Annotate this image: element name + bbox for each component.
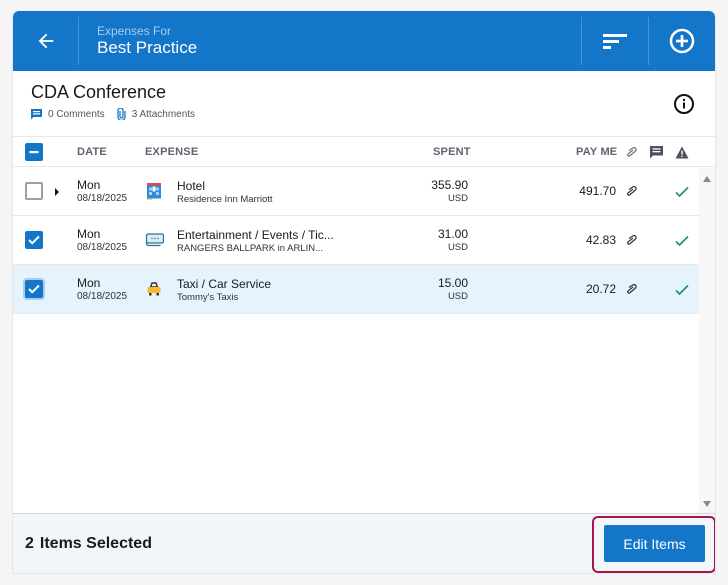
row-date: 08/18/2025 — [77, 291, 128, 302]
paperclip-icon — [627, 235, 637, 245]
select-all-checkbox-box[interactable] — [25, 143, 43, 161]
check-icon — [675, 186, 689, 198]
column-header-spent[interactable]: SPENT — [433, 146, 471, 158]
row-day: Mon — [77, 178, 101, 192]
table-header: DATE EXPENSE SPENT PAY ME — [13, 137, 715, 167]
paperclip-icon — [627, 284, 637, 294]
paperclip-icon — [117, 108, 126, 120]
row-spent-amount: 355.90 — [431, 178, 468, 192]
app-bar: Expenses For Best Practice — [13, 11, 715, 71]
scroll-up-arrow-icon[interactable] — [703, 176, 711, 182]
row-date: 08/18/2025 — [77, 193, 128, 204]
back-button[interactable] — [13, 17, 79, 65]
warning-icon — [675, 146, 689, 158]
arrow-left-icon — [38, 33, 53, 49]
row-status-check-icon — [675, 185, 689, 203]
row-attachment-icon[interactable] — [626, 184, 638, 203]
row-spent-currency: USD — [447, 291, 468, 302]
row-pay-me-amount: 20.72 — [585, 282, 616, 296]
column-header-attachments — [626, 137, 638, 167]
comment-icon — [31, 108, 42, 119]
row-checkbox[interactable] — [25, 280, 43, 298]
sort-icon — [603, 34, 627, 49]
row-status-check-icon — [675, 234, 689, 252]
row-day: Mon — [77, 276, 101, 290]
comment-icon — [650, 145, 663, 158]
sort-button[interactable] — [581, 17, 648, 65]
column-header-warnings — [675, 137, 689, 167]
comments-link[interactable]: 0 Comments — [31, 108, 105, 120]
selection-summary: 2 Items Selected — [25, 535, 152, 553]
row-day: Mon — [77, 227, 101, 241]
column-header-date[interactable]: DATE — [77, 146, 107, 158]
table-row[interactable]: Mon 08/18/2025 Taxi / Car Service Tommy'… — [13, 265, 701, 314]
edit-items-button[interactable]: Edit Items — [604, 525, 705, 562]
check-icon — [675, 284, 689, 296]
row-attachment-icon[interactable] — [626, 233, 638, 252]
edit-items-focus-ring — [592, 516, 715, 573]
row-vendor: Tommy's Taxis — [177, 292, 239, 303]
row-expense-type: Taxi / Car Service — [177, 277, 272, 291]
row-spent-amount: 15.00 — [437, 276, 468, 290]
row-expense-type: Entertainment / Events / Tic... — [177, 228, 334, 242]
row-spent-currency: USD — [447, 193, 468, 204]
column-header-expense[interactable]: EXPENSE — [145, 146, 199, 158]
table-row[interactable]: Mon 08/18/2025 Hotel Residence Inn Marri… — [13, 167, 701, 216]
comments-count: 0 Comments — [48, 108, 105, 120]
column-header-comments — [650, 137, 664, 167]
checkmark-icon — [28, 235, 40, 245]
row-checkbox[interactable] — [25, 231, 43, 249]
row-vendor: RANGERS BALLPARK in ARLIN... — [177, 243, 324, 254]
select-all-checkbox[interactable] — [25, 137, 43, 167]
row-vendor: Residence Inn Marriott — [177, 194, 273, 205]
ticket-icon — [145, 233, 165, 252]
plus-circle-icon — [669, 28, 695, 54]
info-icon — [674, 94, 694, 114]
row-pay-me-amount: 491.70 — [579, 184, 616, 198]
report-info-button[interactable] — [673, 93, 695, 115]
list-scrollbar[interactable] — [699, 168, 715, 513]
checkmark-icon — [28, 284, 40, 294]
row-pay-me-amount: 42.83 — [585, 233, 616, 247]
row-spent-amount: 31.00 — [437, 227, 468, 241]
expand-caret-icon[interactable] — [55, 188, 59, 196]
app-bar-title: Best Practice — [97, 37, 198, 57]
column-header-pay-me[interactable]: PAY ME — [576, 146, 618, 158]
row-status-check-icon — [675, 283, 689, 301]
expense-report-panel: Expenses For Best Practice CDA Conferenc… — [12, 11, 716, 574]
paperclip-icon — [627, 186, 637, 196]
report-header: CDA Conference 0 Comments 3 Attachments — [13, 71, 715, 137]
app-bar-subtitle: Expenses For — [97, 23, 172, 38]
report-title: CDA Conference — [31, 82, 167, 102]
app-bar-titles: Expenses For Best Practice — [79, 11, 581, 71]
add-expense-button[interactable] — [648, 17, 715, 65]
expense-list: Mon 08/18/2025 Hotel Residence Inn Marri… — [13, 167, 715, 513]
row-expense-type: Hotel — [177, 179, 206, 193]
report-meta: 0 Comments 3 Attachments — [31, 108, 207, 120]
row-checkbox[interactable] — [25, 182, 43, 200]
row-date: 08/18/2025 — [77, 242, 128, 253]
table-row[interactable]: Mon 08/18/2025 Entertainment / Events / … — [13, 216, 701, 265]
selected-count: 2 — [25, 535, 34, 552]
attachments-link[interactable]: 3 Attachments — [117, 108, 195, 120]
check-icon — [675, 235, 689, 247]
minus-icon — [29, 151, 39, 154]
hotel-icon — [146, 182, 162, 205]
scroll-down-arrow-icon[interactable] — [703, 501, 711, 507]
paperclip-icon — [627, 147, 637, 157]
row-attachment-icon[interactable] — [626, 282, 638, 301]
taxi-icon — [146, 281, 162, 302]
selected-label: Items Selected — [39, 535, 152, 552]
row-spent-currency: USD — [447, 242, 468, 253]
attachments-count: 3 Attachments — [131, 108, 196, 120]
selection-footer: 2 Items Selected Edit Items — [13, 513, 715, 573]
